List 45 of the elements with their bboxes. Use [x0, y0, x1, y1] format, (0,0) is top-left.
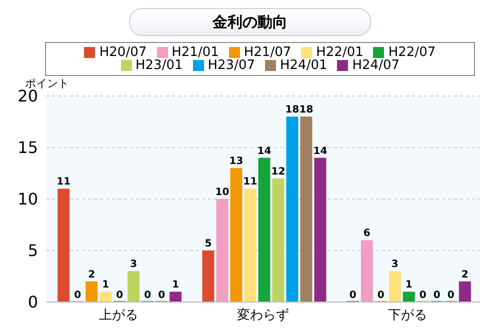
legend-label: H24/07	[352, 58, 400, 73]
legend-label: H21/01	[172, 45, 219, 60]
data-label: 1	[172, 280, 180, 291]
data-label: 0	[433, 290, 440, 301]
data-label: 12	[271, 166, 286, 178]
legend-label: H23/07	[208, 58, 255, 73]
data-label: 2	[461, 269, 468, 280]
data-label: 14	[257, 146, 272, 157]
legend-label: H21/07	[244, 45, 292, 60]
data-label: 2	[88, 269, 96, 280]
data-label: 6	[363, 228, 370, 240]
data-label: 5	[204, 238, 212, 250]
data-label: 13	[229, 156, 244, 168]
y-tick-label: 0	[28, 292, 38, 312]
chart-title: 金利の動向	[129, 8, 371, 36]
data-label: 1	[405, 280, 412, 291]
legend-label: H24/01	[280, 58, 328, 73]
data-label: 0	[74, 290, 82, 301]
data-label: 18	[285, 104, 300, 116]
y-tick-label: 15	[18, 138, 38, 158]
y-tick-label: 5	[28, 241, 38, 260]
data-label: 3	[130, 259, 138, 270]
data-label: 0	[158, 290, 166, 301]
data-label: 11	[243, 176, 258, 188]
data-label: 3	[391, 259, 398, 270]
legend-label: H22/07	[388, 45, 436, 60]
legend-label: H22/01	[316, 45, 364, 60]
x-tick-label: 下がる	[388, 308, 428, 324]
data-label: 0	[144, 290, 152, 301]
data-label: 0	[116, 290, 124, 301]
x-tick-label: 上がる	[98, 308, 138, 324]
y-axis-title: ポイント	[25, 76, 69, 90]
data-label: 14	[313, 146, 328, 157]
data-label: 0	[447, 290, 454, 301]
data-label: 11	[56, 176, 71, 188]
y-tick-label: 10	[18, 190, 38, 209]
data-label: 18	[299, 104, 314, 116]
legend-label: H23/01	[136, 58, 183, 73]
data-label: 0	[419, 290, 426, 301]
data-label: 1	[102, 280, 110, 291]
legend-label: H20/07	[99, 45, 147, 60]
data-label: 0	[349, 290, 356, 301]
data-label: 0	[377, 290, 384, 301]
x-tick-label: 変わらず	[237, 307, 289, 324]
data-label: 10	[215, 187, 230, 198]
